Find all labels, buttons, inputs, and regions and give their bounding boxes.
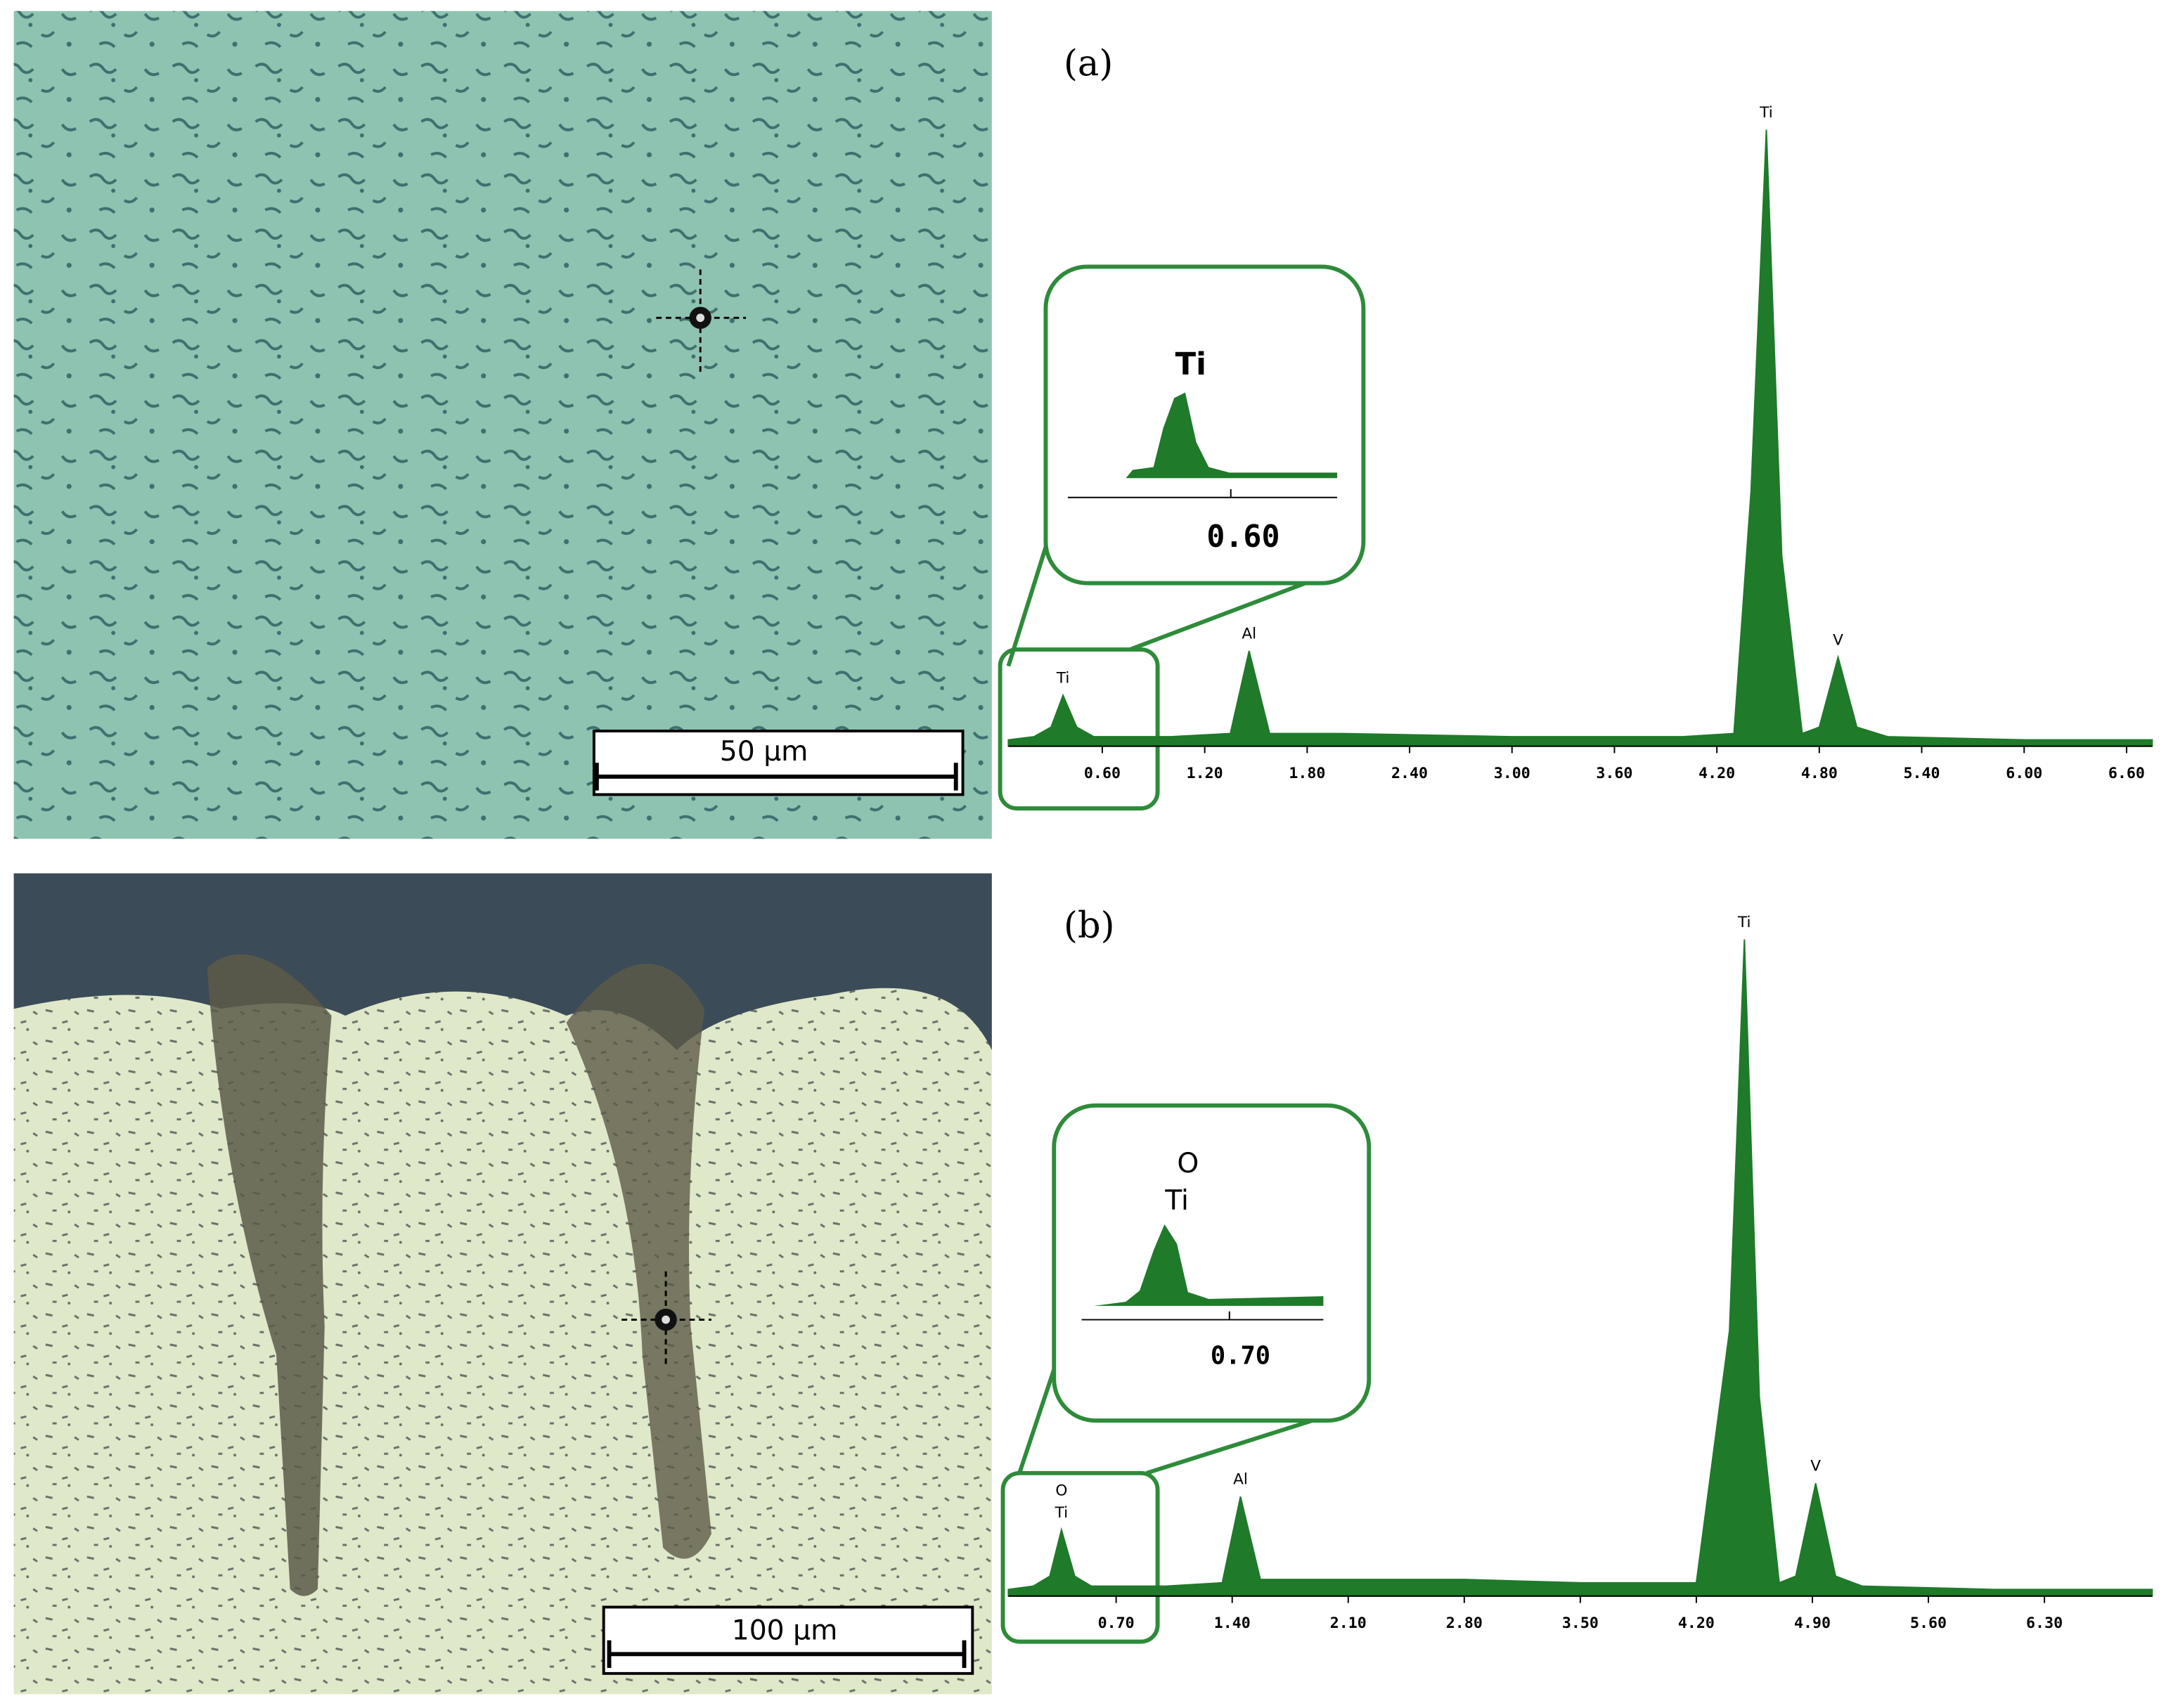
inset-label: O — [1177, 1148, 1199, 1179]
x-tick-label: 4.20 — [1698, 765, 1735, 782]
scale-bar-label: 100 µm — [732, 1615, 838, 1646]
scale-bar-label: 50 µm — [720, 736, 808, 768]
spectrum — [1007, 939, 2153, 1597]
peak-label: Ti — [1737, 914, 1751, 931]
micrograph-a: 50 µm — [13, 11, 992, 839]
x-tick-label: 1.80 — [1289, 765, 1325, 782]
x-tick-label: 0.70 — [1098, 1615, 1135, 1632]
peak-label: O — [1055, 1482, 1067, 1499]
x-tick-label: 1.20 — [1187, 765, 1223, 782]
peak-label: Al — [1242, 625, 1256, 642]
x-tick-label: 2.40 — [1391, 765, 1428, 782]
inset-a: Ti 0.60 — [998, 264, 1366, 811]
x-tick-label: 2.10 — [1330, 1615, 1367, 1632]
peak-label: Al — [1233, 1471, 1248, 1489]
x-tick-label: 1.40 — [1214, 1615, 1251, 1632]
x-tick-label: 6.60 — [2108, 765, 2145, 782]
x-tick-label: 2.80 — [1446, 1615, 1483, 1632]
micrograph-b: 100 µm — [13, 873, 992, 1695]
x-tick-label: 3.60 — [1596, 765, 1632, 782]
inset-tick: 0.70 — [1211, 1342, 1270, 1371]
x-tick-label: 0.60 — [1084, 765, 1121, 782]
x-tick-label: 4.90 — [1794, 1615, 1831, 1632]
x-tick-label: 4.20 — [1678, 1615, 1715, 1632]
x-tick-label: 3.50 — [1562, 1615, 1599, 1632]
peak-label: Ti — [1759, 104, 1773, 122]
peak-label: Ti — [1056, 670, 1070, 687]
inset-b: O Ti 0.70 — [1000, 1103, 1372, 1644]
x-tick-label: 5.60 — [1910, 1615, 1947, 1632]
peak-label: Ti — [1055, 1504, 1069, 1522]
x-tick-label: 5.40 — [1904, 765, 1940, 782]
inset-label: Ti — [1175, 347, 1206, 382]
peak-label: V — [1810, 1458, 1821, 1475]
x-tick-label: 6.00 — [2006, 765, 2042, 782]
x-tick-label: 3.00 — [1494, 765, 1530, 782]
spectrum — [1007, 129, 2153, 747]
panel-label: (b) — [1064, 905, 1115, 947]
x-tick-label: 6.30 — [2026, 1615, 2063, 1632]
panel-label: (a) — [1064, 43, 1113, 84]
peak-label: V — [1833, 631, 1843, 649]
inset-tick: 0.60 — [1206, 519, 1279, 555]
inset-label: Ti — [1164, 1185, 1189, 1217]
x-tick-label: 4.80 — [1801, 765, 1838, 782]
